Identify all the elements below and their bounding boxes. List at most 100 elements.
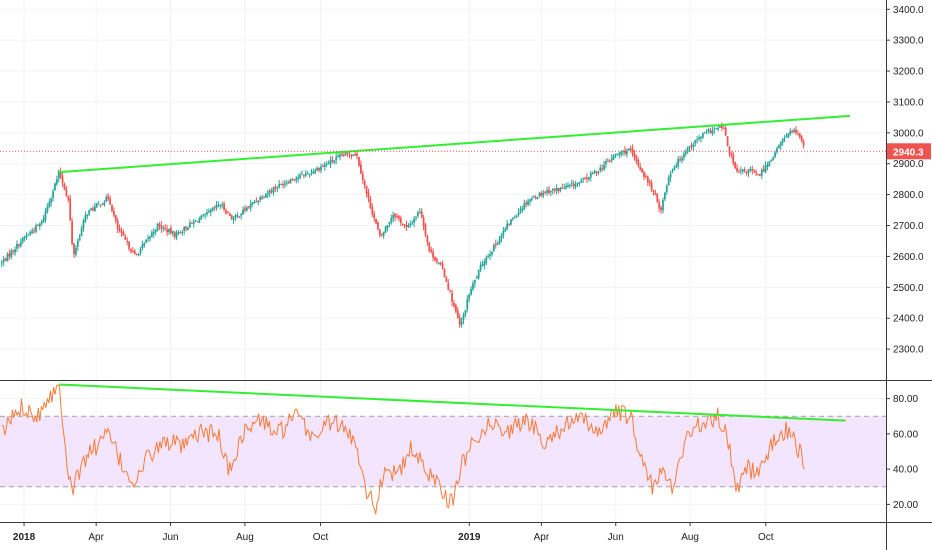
candle-body-224 (426, 236, 429, 243)
candle-body-341 (648, 181, 651, 184)
price-trendline[interactable] (59, 114, 851, 174)
candle-body-405 (770, 159, 773, 162)
candle-body-293 (557, 188, 560, 192)
candle-body-9 (17, 244, 20, 246)
candle-body-80 (152, 231, 155, 234)
candle-body-202 (384, 227, 387, 233)
candle-body-242 (460, 321, 463, 325)
candle-body-391 (743, 169, 746, 171)
candle-body-190 (361, 173, 364, 180)
candle-body-18 (35, 225, 37, 232)
candle-body-90 (171, 231, 174, 234)
candle-body-271 (515, 215, 518, 217)
candle-body-345 (656, 193, 659, 202)
candle-body-419 (796, 134, 799, 136)
candle-body-320 (608, 160, 611, 162)
candle-body-382 (726, 136, 729, 146)
candle-body-54 (103, 202, 106, 205)
candle-body-321 (610, 158, 613, 161)
candle-body-13 (25, 235, 28, 238)
candle-body-216 (411, 222, 414, 224)
candle-body-177 (337, 155, 339, 158)
candle-body-104 (198, 218, 201, 223)
candle-body-274 (521, 208, 524, 211)
candle-body-172 (327, 163, 330, 165)
candle-body-46 (88, 209, 91, 215)
candle-body-171 (325, 163, 328, 165)
candle-body-4 (8, 253, 11, 257)
candle-body-243 (462, 314, 465, 321)
candle-body-78 (149, 236, 151, 239)
candle-body-356 (677, 158, 680, 167)
candle-body-155 (295, 177, 298, 181)
candle-body-250 (475, 277, 478, 279)
candle-body-85 (162, 227, 165, 229)
candle-body-145 (276, 187, 279, 189)
trendline-layer (0, 114, 886, 422)
candle-body-20 (38, 223, 41, 227)
candle-body-331 (629, 148, 632, 150)
candle-body-369 (701, 133, 704, 138)
candle-body-386 (734, 162, 737, 169)
candle-body-421 (800, 136, 803, 141)
candle-body-50 (95, 203, 98, 208)
candle-body-246 (468, 294, 471, 299)
candle-body-355 (675, 165, 678, 168)
candle-body-167 (318, 168, 320, 171)
xtick-label-4: Oct (313, 532, 329, 543)
candle-body-52 (99, 204, 102, 206)
candle-body-288 (548, 189, 550, 194)
candle-body-248 (472, 283, 474, 290)
candle-body-219 (416, 212, 419, 217)
candle-body-110 (209, 209, 212, 213)
candle-body-135 (257, 200, 260, 203)
candle-body-315 (599, 167, 602, 171)
candle-body-226 (430, 249, 433, 252)
candle-body-19 (36, 225, 39, 227)
candle-body-284 (540, 192, 543, 196)
candle-body-388 (738, 171, 740, 173)
candle-body-368 (700, 137, 702, 139)
candle-body-367 (698, 137, 700, 139)
candle-body-229 (435, 259, 438, 262)
candle-body-116 (221, 204, 224, 206)
candle-body-79 (150, 232, 153, 237)
candle-body-384 (730, 153, 733, 155)
price-ytick-label-3: 2600.0 (893, 252, 924, 263)
candle-body-148 (282, 184, 284, 186)
rsi-trendline[interactable] (59, 383, 846, 422)
candle-body-117 (223, 203, 225, 210)
candle-body-142 (270, 191, 273, 193)
candle-body-168 (320, 166, 322, 171)
candle-body-127 (242, 209, 244, 215)
candle-body-361 (686, 147, 689, 153)
candle-body-275 (523, 203, 526, 210)
candle-body-254 (483, 261, 486, 266)
candle-body-143 (272, 187, 275, 193)
candle-body-152 (289, 179, 292, 184)
candle-body-133 (253, 201, 256, 204)
candle-body-214 (407, 225, 410, 227)
candle-body-381 (724, 127, 727, 136)
candle-body-37 (71, 221, 73, 244)
candle-body-113 (215, 204, 218, 208)
candle-body-378 (719, 125, 721, 128)
candle-body-264 (502, 230, 505, 236)
candle-body-176 (335, 157, 338, 161)
candle-body-98 (187, 227, 189, 230)
candle-body-227 (432, 251, 434, 258)
candle-body-24 (46, 206, 49, 213)
candle-body-298 (567, 185, 569, 188)
candle-body-238 (453, 302, 455, 307)
candle-body-225 (428, 242, 431, 251)
candle-body-363 (690, 145, 693, 147)
candle-body-76 (145, 239, 148, 243)
candle-body-217 (413, 219, 415, 223)
candle-body-253 (481, 264, 484, 266)
candle-body-358 (681, 157, 683, 161)
candle-body-121 (230, 215, 233, 220)
candle-body-73 (139, 249, 142, 254)
candle-body-15 (29, 232, 32, 235)
candle-body-16 (31, 231, 34, 234)
